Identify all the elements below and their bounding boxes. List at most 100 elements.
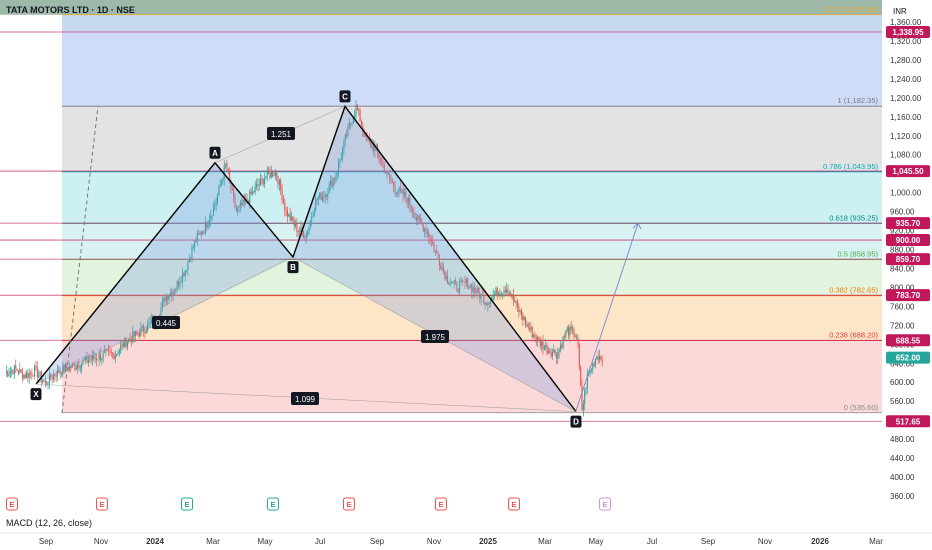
candle-body — [539, 339, 541, 346]
candle-body — [368, 139, 371, 142]
candle-body — [278, 180, 280, 185]
candle-body — [491, 296, 493, 301]
price-label-badge — [886, 415, 930, 428]
candle-body — [512, 294, 514, 301]
candle-body — [550, 352, 552, 357]
candle-body — [258, 184, 260, 186]
y-tick-label: 560.00 — [890, 397, 915, 406]
fib-band — [62, 223, 882, 260]
x-tick-label: 2025 — [479, 537, 497, 546]
candle-body — [110, 351, 112, 353]
fib-level-label: 0.786 (1,043.95) — [823, 162, 879, 171]
candle-body — [321, 196, 323, 201]
candle-body — [499, 292, 501, 296]
y-tick-label: 1,200.00 — [890, 94, 922, 103]
candle-body — [95, 358, 98, 360]
price-axis: INR 1,360.00 1,320.00 1,280.00 1,240.00 1,200… — [882, 0, 932, 550]
candle-body — [254, 186, 256, 192]
candle-body — [226, 163, 228, 170]
candle-body — [416, 217, 418, 221]
candle-body — [282, 200, 284, 203]
candle-body — [502, 293, 504, 294]
x-tick-label: Nov — [94, 537, 108, 546]
candle-body — [367, 139, 369, 141]
candle-body — [234, 197, 236, 209]
candle-body — [215, 201, 217, 205]
price-label-badge — [886, 25, 930, 38]
candle-body — [247, 201, 249, 203]
candle-body — [112, 352, 114, 354]
candle-body — [183, 273, 185, 277]
candle-body — [50, 374, 52, 379]
candle-body — [163, 297, 165, 302]
candle-body — [414, 217, 416, 219]
candle-body — [82, 360, 84, 364]
candle-body — [346, 134, 348, 136]
candle-body — [331, 180, 333, 187]
candle-body — [527, 324, 529, 328]
candle-body — [343, 140, 345, 149]
candle-body — [285, 209, 287, 211]
candle-body — [177, 281, 180, 286]
candle-body — [63, 364, 65, 372]
candle-body — [328, 184, 330, 194]
candle-body — [172, 291, 174, 296]
currency-label: INR — [893, 7, 907, 16]
fib-band — [62, 171, 882, 224]
candle-body — [514, 300, 516, 303]
candle-body — [140, 327, 142, 336]
candle-body — [313, 210, 315, 216]
candle-body — [370, 141, 372, 148]
candle-body — [198, 233, 200, 235]
candle-body — [87, 360, 89, 363]
candle-body — [52, 374, 54, 380]
candle-body — [589, 369, 591, 374]
candle-body — [448, 282, 450, 285]
candle-body — [348, 123, 350, 127]
candle-body — [136, 330, 138, 333]
candle-body — [581, 385, 583, 411]
ratio-label: 1.975 — [425, 333, 446, 342]
macd-indicator-label[interactable]: MACD (12, 26, close) — [6, 518, 93, 528]
harmonic-pattern: X A B C D 1.251 0.445 1.975 1.099 — [30, 90, 642, 428]
candle-body — [309, 220, 311, 227]
candle-body — [94, 358, 96, 360]
candle-body — [333, 179, 336, 180]
candle-body — [31, 372, 33, 376]
candle-body — [280, 180, 282, 191]
candle-body — [297, 231, 299, 233]
candle-body — [473, 287, 475, 292]
candle-body — [570, 326, 572, 330]
candle-body — [405, 192, 407, 198]
fib-level-label: 1.272 (1,375.26) — [823, 5, 879, 14]
price-label-text: 517.65 — [896, 417, 921, 426]
candle-body — [406, 197, 408, 204]
candle-body — [253, 191, 255, 192]
candle-body — [30, 372, 32, 374]
candle-body — [169, 292, 171, 296]
candle-body — [378, 151, 380, 158]
candle-body — [374, 146, 376, 152]
candle-body — [25, 373, 28, 379]
candle-body — [122, 343, 124, 347]
y-tick-label: 880.00 — [890, 246, 915, 255]
candle-body — [304, 237, 306, 239]
candle-body — [269, 173, 271, 178]
fib-band — [62, 340, 882, 413]
candle-body — [557, 351, 559, 359]
candle-body — [428, 232, 430, 238]
candle-body — [101, 358, 103, 360]
candle-body — [179, 282, 181, 286]
candle-body — [398, 187, 400, 193]
candle-body — [530, 327, 532, 330]
candle-body — [592, 363, 594, 370]
price-label-text: 688.55 — [896, 336, 921, 345]
price-label-text: 1,338.95 — [892, 28, 924, 37]
candle-body — [32, 375, 34, 377]
candle-body — [207, 224, 209, 228]
earnings-marker-label: E — [438, 500, 443, 509]
candle-body — [13, 365, 15, 375]
candle-body — [109, 350, 111, 352]
earnings-marker-label: E — [184, 500, 189, 509]
